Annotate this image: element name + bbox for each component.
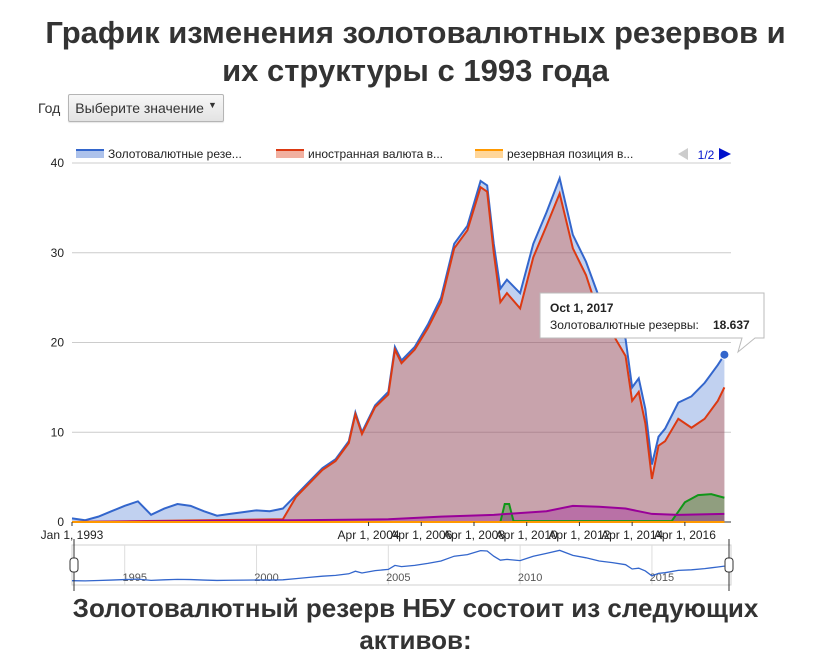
chevron-left-icon[interactable] bbox=[678, 148, 688, 160]
assets-heading-line1: Золотовалютный резерв НБУ состоит из сле… bbox=[72, 593, 759, 623]
chevron-right-icon[interactable] bbox=[719, 148, 731, 160]
series-other-area bbox=[72, 505, 725, 522]
x-tick-label: Apr 1, 2008 bbox=[443, 528, 505, 542]
y-tick-label: 20 bbox=[51, 336, 65, 350]
series-total-line bbox=[71, 174, 726, 522]
legend-item[interactable]: резервная позиция в... bbox=[475, 147, 633, 161]
chevron-down-icon: ▼ bbox=[207, 100, 217, 110]
y-tick-label: 40 bbox=[51, 156, 65, 170]
legend-item[interactable]: Золотовалютные резе... bbox=[76, 147, 242, 161]
tooltip-date: Oct 1, 2017 bbox=[550, 301, 614, 315]
x-tick-label: Jan 1, 1993 bbox=[41, 528, 104, 542]
tooltip-box bbox=[539, 292, 765, 354]
x-tick-label: Apr 1, 2006 bbox=[390, 528, 452, 542]
x-tick-label: Apr 1, 2010 bbox=[496, 528, 558, 542]
x-tick-label: Apr 1, 2004 bbox=[338, 528, 400, 542]
range-tick-label: 2005 bbox=[386, 572, 410, 584]
year-select-value: Выберите значение bbox=[75, 100, 204, 116]
range-tick-label: 2000 bbox=[254, 572, 278, 584]
page-title-line1: График изменения золотовалютных резервов… bbox=[45, 15, 786, 50]
range-tick-label: 2010 bbox=[518, 572, 542, 584]
series-currency-area bbox=[72, 187, 725, 523]
x-tick-label: Apr 1, 2014 bbox=[601, 528, 663, 542]
page-title: График изменения золотовалютных резервов… bbox=[0, 14, 831, 90]
tooltip-label: Золотовалютные резервы: bbox=[550, 318, 699, 332]
year-select[interactable]: Выберите значение ▼ bbox=[68, 94, 224, 122]
x-tick-label: Apr 1, 2012 bbox=[548, 528, 610, 542]
series-currency-line bbox=[71, 185, 726, 523]
range-tick-label: 2015 bbox=[650, 572, 674, 584]
assets-heading: Золотовалютный резерв НБУ состоит из сле… bbox=[0, 592, 831, 656]
y-tick-label: 10 bbox=[51, 425, 65, 439]
range-handle-left[interactable] bbox=[69, 557, 79, 573]
assets-heading-line2: активов: bbox=[359, 625, 472, 655]
series-other-line bbox=[71, 504, 725, 523]
range-tick-label: 1995 bbox=[122, 572, 146, 584]
range-handle-right[interactable] bbox=[724, 557, 734, 573]
legend-swatch bbox=[276, 150, 304, 158]
tooltip-value: 18.637 bbox=[713, 318, 750, 332]
y-tick-label: 0 bbox=[57, 515, 64, 529]
page-title-line2: их структуры с 1993 года bbox=[222, 53, 609, 88]
year-filter: Год Выберите значение ▼ bbox=[38, 94, 224, 122]
legend-label: Золотовалютные резе... bbox=[108, 147, 242, 161]
legend-label: иностранная валюта в... bbox=[308, 147, 443, 161]
legend-page-label: 1/2 bbox=[698, 148, 715, 162]
legend-item[interactable]: иностранная валюта в... bbox=[276, 147, 443, 161]
tooltip-point bbox=[719, 349, 730, 360]
legend-label: резервная позиция в... bbox=[507, 147, 633, 161]
year-label: Год bbox=[38, 100, 61, 116]
range-series-line bbox=[71, 549, 725, 582]
y-tick-label: 30 bbox=[51, 246, 65, 260]
legend-swatch bbox=[76, 150, 104, 158]
x-tick-label: Apr 1, 2016 bbox=[654, 528, 716, 542]
series-total-area bbox=[72, 178, 725, 522]
legend-swatch bbox=[475, 150, 503, 158]
